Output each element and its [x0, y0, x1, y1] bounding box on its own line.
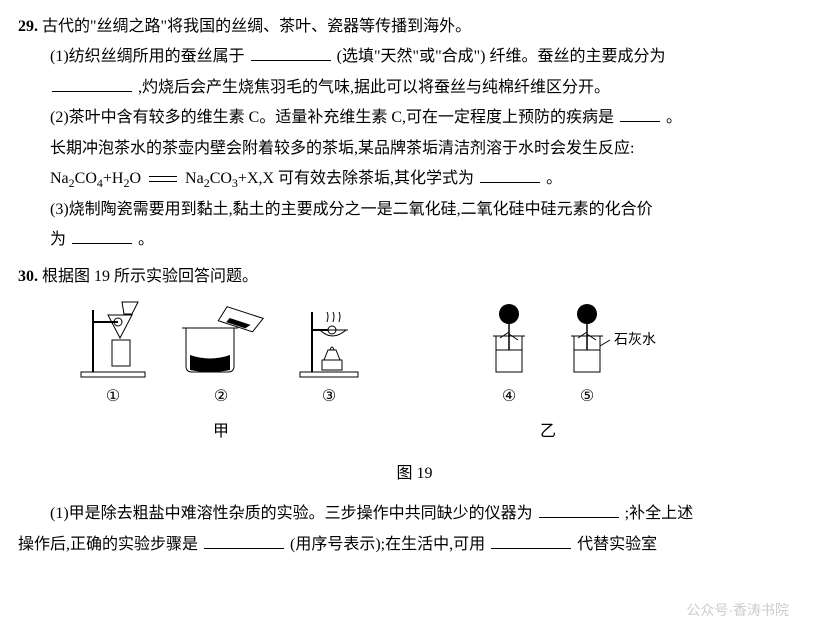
q30-p1e: 代替实验室	[577, 536, 657, 553]
figure-4-caption: ④	[502, 382, 516, 412]
figure-group-b: ④ 石灰水 ⑤ 乙	[484, 300, 612, 447]
q29-p3c-punct: 。	[138, 231, 154, 248]
q29-p2a: (2)茶叶中含有较多的维生素 C。适量补充维生素 C,可在一定程度上预防的疾病是	[50, 109, 614, 126]
apparatus-filter-icon	[78, 300, 148, 380]
q29-number: 29.	[18, 18, 38, 35]
figure-4: ④	[484, 300, 534, 412]
blank[interactable]	[491, 532, 571, 549]
apparatus-evaporate-icon	[294, 300, 364, 380]
blank[interactable]	[480, 166, 540, 183]
q30-p1c: 操作后,正确的实验步骤是	[18, 536, 198, 553]
q30-number: 30.	[18, 268, 38, 285]
q29-p1b: (选填"天然"或"合成") 纤维。蚕丝的主要成分为	[337, 48, 666, 65]
figure-group-a: ① ②	[78, 300, 364, 447]
blank[interactable]	[620, 105, 660, 122]
eq-h2: +H	[103, 170, 124, 187]
figure-title: 图 19	[18, 459, 811, 489]
q29-p1c: ,灼烧后会产生烧焦羽毛的气味,据此可以将蚕丝与纯棉纤维区分开。	[138, 79, 610, 96]
figure-5: 石灰水 ⑤	[562, 300, 612, 412]
blank[interactable]	[539, 501, 619, 518]
limewater-label: 石灰水	[614, 328, 656, 355]
q29-p2c: 长期冲泡茶水的茶壶内壁会附着较多的茶垢,某品牌茶垢清洁剂溶于水时会发生反应:	[50, 140, 634, 157]
blank[interactable]	[52, 75, 132, 92]
q29-part1: (1)纺织丝绸所用的蚕丝属于 (选填"天然"或"合成") 纤维。蚕丝的主要成分为	[18, 42, 811, 72]
figure-5-caption: ⑤	[580, 382, 594, 412]
figure-row: ① ②	[18, 300, 811, 447]
q29-stem-text: 古代的"丝绸之路"将我国的丝绸、茶叶、瓷器等传播到海外。	[42, 18, 471, 35]
figure-2: ②	[176, 300, 266, 412]
question-30: 30. 根据图 19 所示实验回答问题。 ①	[18, 262, 811, 560]
q29-part1-line2: ,灼烧后会产生烧焦羽毛的气味,据此可以将蚕丝与纯棉纤维区分开。	[18, 73, 811, 103]
eq-o: O	[129, 170, 141, 187]
q29-p2d-punct: 。	[546, 170, 562, 187]
equation-equals	[149, 176, 177, 182]
flower-water-icon	[484, 300, 534, 380]
eq-co1: CO	[75, 170, 97, 187]
flower-limewater-icon	[562, 300, 612, 380]
q29-part3-line1: (3)烧制陶瓷需要用到黏土,黏土的主要成分之一是二氧化硅,二氧化硅中硅元素的化合…	[18, 195, 811, 225]
q29-p3b: 为	[50, 231, 66, 248]
q30-stem: 30. 根据图 19 所示实验回答问题。	[18, 262, 811, 292]
figure-3-caption: ③	[322, 382, 336, 412]
q29-p1a: (1)纺织丝绸所用的蚕丝属于	[50, 48, 245, 65]
eq-co2: CO	[210, 170, 232, 187]
q30-p1b: ;补全上述	[625, 505, 693, 522]
q29-part2-line1: (2)茶叶中含有较多的维生素 C。适量补充维生素 C,可在一定程度上预防的疾病是…	[18, 103, 811, 133]
q29-part2-line2: 长期冲泡茶水的茶壶内壁会附着较多的茶垢,某品牌茶垢清洁剂溶于水时会发生反应:	[18, 134, 811, 164]
q30-stem-text: 根据图 19 所示实验回答问题。	[42, 268, 258, 285]
q29-stem: 29. 古代的"丝绸之路"将我国的丝绸、茶叶、瓷器等传播到海外。	[18, 12, 811, 42]
group-b-caption: 乙	[540, 417, 556, 447]
q29-equation-line: Na2CO4+H2O Na2CO3+X,X 可有效去除茶垢,其化学式为 。	[18, 164, 811, 195]
apparatus-dissolve-icon	[176, 300, 266, 380]
q30-part1-line1: (1)甲是除去粗盐中难溶性杂质的实验。三步操作中共同缺少的仪器为 ;补全上述	[18, 499, 811, 529]
figure-3: ③	[294, 300, 364, 412]
blank[interactable]	[204, 532, 284, 549]
figure-1: ①	[78, 300, 148, 412]
watermark: 公众号·香涛书院	[686, 597, 789, 624]
eq-na2: Na	[185, 170, 204, 187]
q30-p1d: (用序号表示);在生活中,可用	[290, 536, 485, 553]
figure-2-caption: ②	[214, 382, 228, 412]
q29-p3a: (3)烧制陶瓷需要用到黏土,黏土的主要成分之一是二氧化硅,二氧化硅中硅元素的化合…	[50, 201, 653, 218]
eq-na1: Na	[50, 170, 69, 187]
q30-part1-line2: 操作后,正确的实验步骤是 (用序号表示);在生活中,可用 代替实验室	[18, 530, 811, 560]
group-a-caption: 甲	[213, 417, 229, 447]
figure-1-caption: ①	[106, 382, 120, 412]
q29-part3-line2: 为 。	[18, 225, 811, 255]
eq-tail: +X,X 可有效去除茶垢,其化学式为	[238, 170, 474, 187]
blank[interactable]	[251, 44, 331, 61]
q29-p2b-punct: 。	[666, 109, 682, 126]
q30-p1a: (1)甲是除去粗盐中难溶性杂质的实验。三步操作中共同缺少的仪器为	[50, 505, 533, 522]
blank[interactable]	[72, 227, 132, 244]
question-29: 29. 古代的"丝绸之路"将我国的丝绸、茶叶、瓷器等传播到海外。 (1)纺织丝绸…	[18, 12, 811, 256]
